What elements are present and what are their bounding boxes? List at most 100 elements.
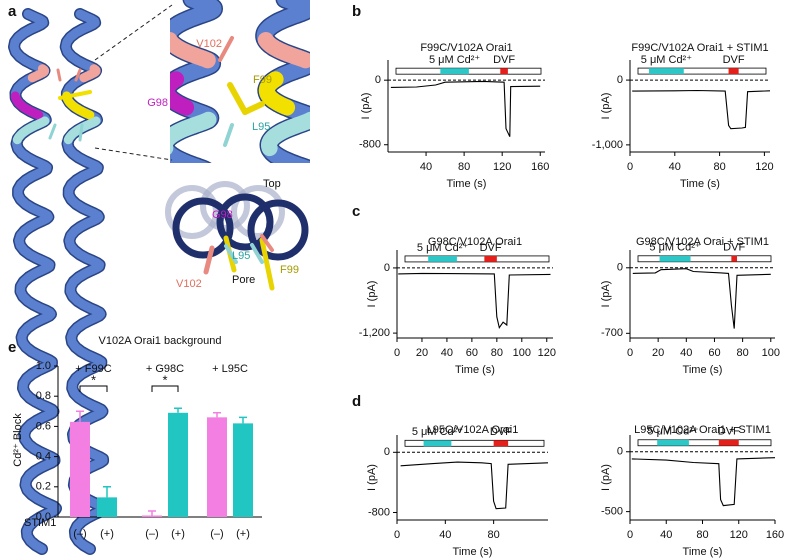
group-label: + G98C bbox=[146, 363, 184, 375]
x-tick-label: 120 bbox=[755, 161, 773, 173]
protocol-interval bbox=[440, 68, 469, 75]
y-tick-label: 0 bbox=[617, 74, 623, 86]
y-tick-label: 0 bbox=[384, 262, 390, 274]
y-tick-label: 0 bbox=[375, 74, 381, 86]
error-bar bbox=[103, 486, 111, 498]
ring-back bbox=[231, 185, 285, 239]
y-tick-label: 0 bbox=[617, 262, 623, 274]
y-axis-label: I (pA) bbox=[600, 464, 612, 491]
protocol-box bbox=[637, 439, 772, 447]
x-tick-label: 120 bbox=[493, 161, 511, 173]
x-tick-label: 60 bbox=[708, 347, 720, 359]
residue-label: V102 bbox=[196, 38, 222, 50]
bar bbox=[207, 417, 227, 517]
bar bbox=[70, 421, 90, 517]
x-tick-label: 40 bbox=[669, 161, 681, 173]
chart-title: G98C/V102A Orai + STIM1 bbox=[636, 236, 769, 248]
x-tick-label: 160 bbox=[531, 161, 549, 173]
group-label: + F99C bbox=[75, 363, 111, 375]
helix bbox=[79, 64, 101, 83]
x-tick-label: 80 bbox=[491, 347, 503, 359]
x-tick-label: 0 bbox=[627, 161, 633, 173]
residue-label: F99 bbox=[253, 74, 272, 86]
helix bbox=[27, 64, 50, 83]
panel-label: a bbox=[8, 3, 17, 20]
x-tick-label: 0 bbox=[394, 529, 400, 541]
zoom-guide bbox=[94, 4, 173, 61]
x-tick-label: 80 bbox=[488, 529, 500, 541]
x-tick-label: 20 bbox=[652, 347, 664, 359]
protocol-label: 5 μM Cd²⁺ bbox=[429, 54, 480, 66]
helix bbox=[170, 71, 195, 116]
x-axis-label: Time (s) bbox=[453, 546, 493, 558]
ring-back bbox=[200, 181, 250, 231]
category-label: (+) bbox=[236, 528, 250, 540]
protocol-interval bbox=[428, 255, 457, 262]
ring bbox=[247, 199, 309, 261]
bar bbox=[233, 423, 253, 517]
protocol-interval bbox=[728, 68, 739, 75]
x-tick-label: 40 bbox=[660, 529, 672, 541]
x-tick-label: 0 bbox=[627, 347, 633, 359]
view-label: Pore bbox=[232, 274, 255, 286]
y-axis-label: I (pA) bbox=[366, 281, 378, 308]
side-chain bbox=[56, 68, 62, 82]
protocol-box bbox=[404, 255, 550, 263]
y-axis-label: I (pA) bbox=[600, 281, 612, 308]
category-label: (–) bbox=[145, 528, 158, 540]
y-axis-label: I (pA) bbox=[600, 93, 612, 120]
x-axis-label: Time (s) bbox=[455, 364, 495, 376]
side-chain bbox=[224, 244, 238, 264]
side-chain bbox=[260, 234, 274, 252]
protocol-interval bbox=[731, 255, 737, 262]
x-tick-label: 60 bbox=[466, 347, 478, 359]
significance-label: * bbox=[91, 372, 96, 387]
protocol-label: DVF bbox=[490, 426, 512, 438]
protocol-label: DVF bbox=[723, 54, 745, 66]
trace bbox=[398, 272, 551, 330]
x-tick-label: 80 bbox=[696, 529, 708, 541]
helix bbox=[258, 71, 296, 116]
protocol-label: DVF bbox=[718, 426, 740, 438]
helix bbox=[12, 116, 50, 145]
y-axis-label: I (pA) bbox=[366, 464, 378, 491]
protocol-label: 5 μM Cd²⁺ bbox=[641, 54, 692, 66]
side-chain bbox=[58, 90, 92, 100]
trace bbox=[631, 457, 776, 507]
y-tick-label: 1.0 bbox=[36, 360, 51, 372]
residue-label: L95 bbox=[252, 121, 270, 133]
ring-back bbox=[165, 185, 219, 239]
side-chain bbox=[242, 101, 265, 115]
group-label: + L95C bbox=[212, 363, 248, 375]
y-tick-label: -500 bbox=[601, 506, 623, 518]
chart-title: L95C/V102A Orai1 bbox=[427, 424, 519, 436]
x-tick-label: 40 bbox=[420, 161, 432, 173]
trace bbox=[390, 80, 541, 137]
x-axis-label: Time (s) bbox=[447, 178, 487, 190]
error-bar bbox=[148, 510, 156, 516]
y-tick-label: -700 bbox=[601, 327, 623, 339]
chart-title: V102A Orai1 background bbox=[99, 335, 222, 347]
view-label: Top bbox=[263, 178, 281, 190]
x-tick-label: 80 bbox=[736, 347, 748, 359]
chart-title: G98C/V102A Orai1 bbox=[428, 236, 522, 248]
x-tick-label: 0 bbox=[627, 529, 633, 541]
protocol-interval bbox=[423, 440, 452, 447]
residue-label: V102 bbox=[176, 278, 202, 290]
bar bbox=[168, 412, 188, 517]
protocol-interval bbox=[500, 68, 508, 75]
side-chain bbox=[48, 123, 57, 140]
trace bbox=[400, 461, 549, 510]
significance-label: * bbox=[162, 372, 167, 387]
y-tick-label: -1,000 bbox=[592, 139, 623, 151]
protocol-label: DVF bbox=[723, 242, 745, 254]
x-axis-label: Time (s) bbox=[683, 546, 723, 558]
error-bar bbox=[239, 416, 247, 424]
residue-label: G98 bbox=[212, 209, 233, 221]
y-tick-label: 0.8 bbox=[36, 390, 51, 402]
chart-title: F99C/V102A Orai1 bbox=[420, 42, 512, 54]
x-tick-label: 40 bbox=[439, 529, 451, 541]
protocol-label: 5 μM Cd²⁺ bbox=[412, 426, 463, 438]
protocol-label: 5 μM Cd²⁺ bbox=[649, 242, 700, 254]
